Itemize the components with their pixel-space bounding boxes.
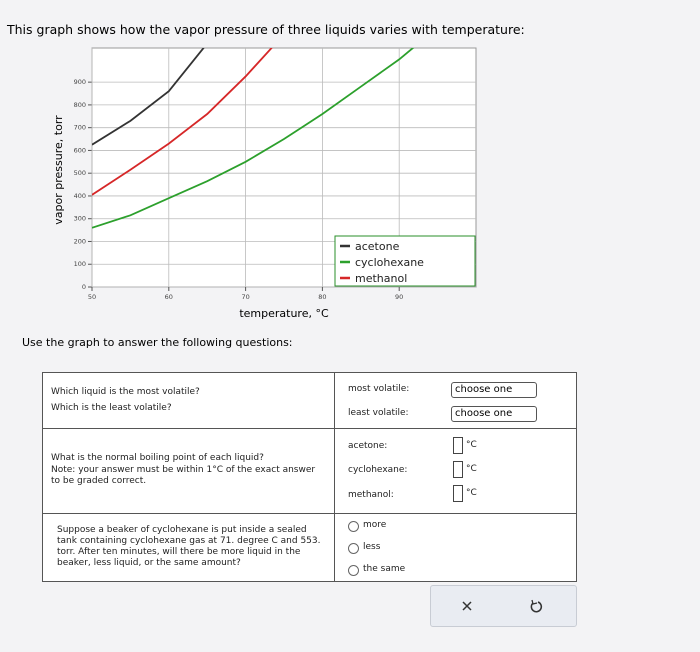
clear-button[interactable]	[461, 600, 473, 612]
y-tick-label: 900	[74, 78, 86, 86]
question-text: Which liquid is the most volatile?	[51, 387, 200, 397]
x-tick-label: 50	[88, 293, 96, 301]
field-label: acetone:	[348, 441, 388, 451]
unit: °C	[466, 488, 477, 498]
instruction-text: Use the graph to answer the following qu…	[22, 336, 293, 349]
y-tick-label: 500	[74, 169, 86, 177]
dropdown[interactable]: choose one	[451, 406, 537, 422]
chart: vapor pressure, torr temperature, °C 0 10…	[52, 47, 477, 320]
question-text: What is the normal boiling point of each…	[51, 453, 264, 463]
y-tick-label: 0	[82, 283, 86, 291]
y-tick-label: 700	[74, 124, 86, 132]
legend	[334, 235, 476, 287]
legend-label: acetone	[355, 240, 400, 253]
series-line	[92, 48, 273, 196]
field-label: most volatile:	[348, 384, 410, 394]
y-tick-label: 200	[74, 237, 86, 245]
y-tick-label: 300	[74, 215, 86, 223]
x-axis-label: temperature, °C	[239, 307, 329, 320]
field-label: cyclohexane:	[348, 465, 408, 475]
text-input[interactable]	[453, 485, 463, 502]
option-label: less	[363, 542, 381, 552]
series-line	[92, 48, 205, 146]
intro-text: This graph shows how the vapor pressure …	[7, 22, 525, 37]
radio-button[interactable]	[348, 565, 359, 576]
radio-button[interactable]	[348, 543, 359, 554]
y-tick-label: 800	[74, 101, 86, 109]
option-label: the same	[363, 564, 406, 574]
text-input[interactable]	[453, 437, 463, 454]
radio-button[interactable]	[348, 521, 359, 532]
text-input[interactable]	[453, 461, 463, 478]
legend-label: cyclohexane	[355, 256, 424, 269]
field-label: least volatile:	[348, 408, 409, 418]
y-axis-label: vapor pressure, torr	[52, 115, 65, 225]
x-tick-label: 60	[165, 293, 173, 301]
unit: °C	[466, 464, 477, 474]
field-label: methanol:	[348, 490, 394, 500]
y-tick-label: 100	[74, 260, 86, 268]
x-tick-label: 80	[318, 293, 326, 301]
dropdown[interactable]: choose one	[451, 382, 537, 398]
question-text: Suppose a beaker of cyclohexane is put i…	[57, 525, 321, 568]
option-label: more	[363, 520, 387, 530]
question-table: Which liquid is the most volatile? Which…	[42, 372, 577, 582]
undo-button[interactable]	[529, 599, 543, 613]
question-text: Which is the least volatile?	[51, 403, 172, 413]
legend-label: methanol	[355, 272, 407, 285]
x-tick-label: 70	[241, 293, 249, 301]
unit: °C	[466, 440, 477, 450]
button-bar	[430, 585, 577, 627]
x-tick-label: 90	[395, 293, 403, 301]
y-tick-label: 600	[74, 146, 86, 154]
series-line	[92, 48, 415, 229]
question-note: Note: your answer must be within 1°C of …	[51, 465, 316, 486]
y-tick-label: 400	[74, 192, 86, 200]
